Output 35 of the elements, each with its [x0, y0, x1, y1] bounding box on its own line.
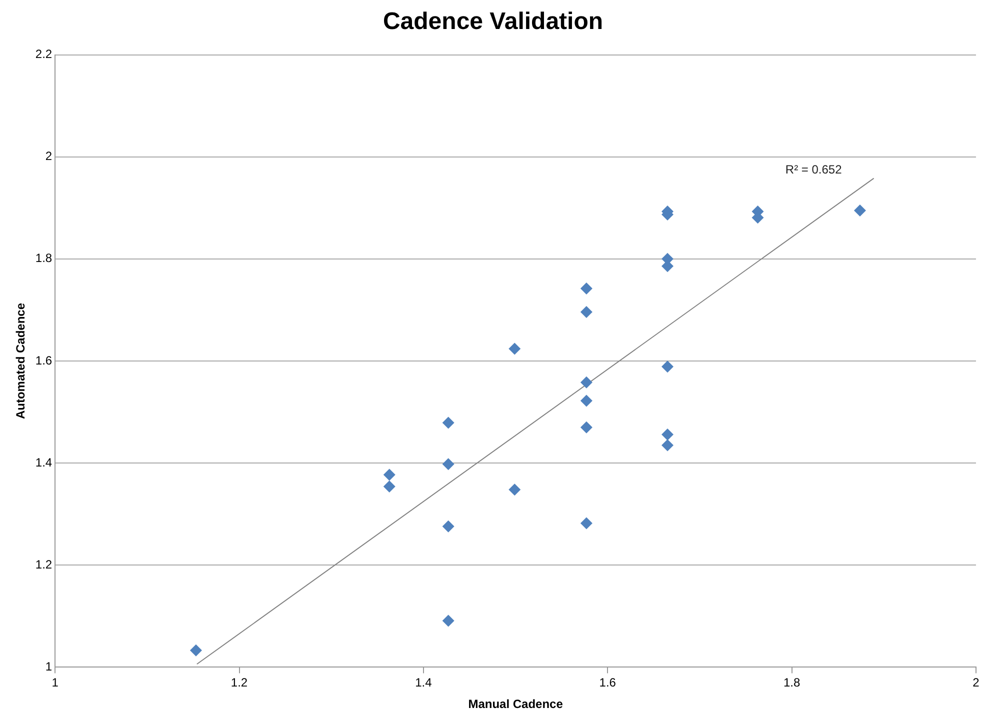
- y-axis-title: Automated Cadence: [14, 302, 28, 420]
- x-axis-title: Manual Cadence: [468, 697, 564, 712]
- point: [661, 439, 674, 452]
- point: [661, 428, 674, 440]
- point: [580, 421, 592, 434]
- point: [383, 468, 396, 481]
- point: [442, 416, 454, 429]
- point: [442, 520, 454, 532]
- point: [508, 342, 521, 355]
- point: [854, 204, 866, 216]
- point: [580, 376, 592, 388]
- point: [661, 360, 674, 373]
- point: [442, 458, 454, 470]
- y-tick-label: 1.6: [35, 353, 52, 368]
- y-tick-label: 2.2: [35, 47, 52, 62]
- chart-title: Cadence Validation: [382, 8, 604, 36]
- point: [580, 282, 592, 295]
- point: [580, 306, 592, 318]
- y-tick-label: 1.4: [35, 455, 52, 470]
- y-tick-label: 1.2: [35, 557, 52, 572]
- point: [190, 644, 202, 656]
- annotation: R² = 0.652: [785, 162, 842, 177]
- point: [580, 394, 592, 407]
- x-tick-label: 1.4: [415, 676, 432, 690]
- y-tick-label: 2: [45, 149, 52, 164]
- y-tick-label: 1: [45, 660, 52, 674]
- point: [383, 480, 396, 493]
- x-tick-label: 2: [972, 676, 980, 690]
- point: [442, 614, 454, 627]
- point: [508, 484, 521, 496]
- x-tick-label: 1.8: [783, 676, 800, 690]
- y-tick-label: 1.8: [35, 251, 52, 266]
- x-tick-label: 1.6: [599, 676, 616, 690]
- point: [580, 517, 592, 530]
- x-tick-label: 1.2: [230, 676, 248, 690]
